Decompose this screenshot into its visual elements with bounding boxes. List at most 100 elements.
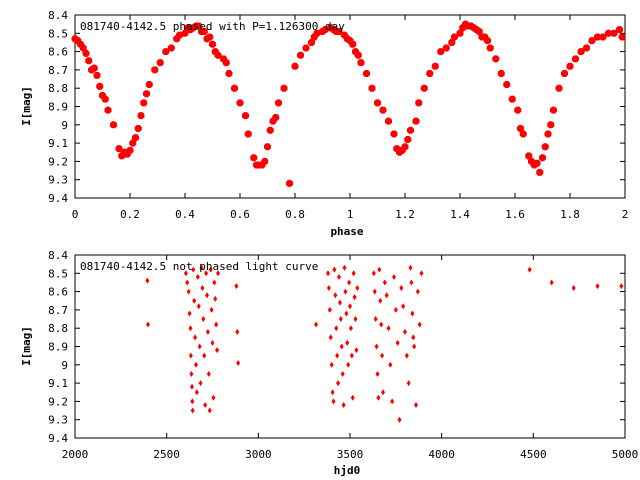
data-point (206, 370, 211, 377)
y-tick-label: 9.3 (48, 414, 68, 427)
data-point (412, 343, 417, 350)
data-point (110, 121, 117, 129)
data-point (132, 134, 139, 142)
data-point (572, 55, 579, 63)
data-point (343, 288, 348, 295)
data-point (588, 37, 596, 45)
data-point (129, 139, 137, 147)
data-point (244, 130, 252, 138)
data-point (399, 284, 404, 291)
data-points (145, 264, 624, 423)
data-point (195, 22, 203, 30)
data-point (222, 59, 230, 67)
data-point (571, 284, 576, 291)
data-point (610, 29, 618, 37)
data-point (126, 146, 134, 154)
y-tick-label: 9.2 (48, 395, 68, 408)
x-tick-label: 0.2 (120, 208, 140, 221)
data-point (536, 168, 544, 176)
data-point (374, 99, 381, 107)
data-point (384, 292, 389, 299)
data-point (104, 106, 112, 114)
data-point (345, 339, 350, 346)
data-point (338, 316, 343, 323)
data-point (403, 328, 407, 335)
data-point (363, 70, 370, 78)
data-point (207, 407, 212, 414)
data-point (371, 270, 376, 277)
data-point (492, 55, 500, 63)
data-point (176, 31, 183, 39)
data-point (85, 57, 93, 65)
data-point (234, 283, 239, 290)
data-point (308, 38, 315, 46)
data-point (93, 71, 101, 79)
data-point (619, 283, 624, 290)
data-point (188, 325, 193, 332)
x-tick-label: 0.6 (230, 208, 250, 221)
data-point (334, 325, 339, 332)
data-point (408, 264, 413, 271)
data-point (225, 70, 233, 78)
data-point (376, 394, 381, 401)
data-point (486, 44, 494, 52)
data-point (377, 266, 382, 273)
data-point (374, 343, 379, 350)
x-tick-label: 0 (72, 208, 79, 221)
data-point (419, 270, 424, 277)
data-point (137, 112, 145, 120)
y-tick-label: 8.7 (48, 304, 68, 317)
data-point (140, 99, 148, 107)
x-tick-label: 1 (347, 208, 354, 221)
y-tick-label: 8.4 (48, 249, 68, 262)
data-point (151, 66, 159, 74)
data-point (392, 273, 396, 280)
data-point (353, 316, 358, 323)
data-point (156, 59, 164, 67)
x-tick-label: 5000 (612, 448, 639, 461)
data-point (583, 44, 590, 52)
data-point (183, 270, 188, 277)
data-point (350, 394, 355, 401)
data-point (448, 38, 456, 46)
data-point (420, 84, 428, 92)
data-point (194, 389, 199, 396)
data-point (386, 325, 391, 332)
data-point (181, 29, 189, 37)
data-point (527, 266, 532, 273)
data-point (186, 288, 191, 295)
data-point (341, 402, 346, 409)
data-point (199, 264, 204, 271)
data-point (517, 124, 524, 132)
data-point (327, 306, 332, 313)
data-point (333, 292, 338, 299)
data-point (202, 352, 207, 359)
data-point (205, 328, 210, 335)
data-point (379, 321, 384, 328)
data-point (395, 339, 400, 346)
data-point (205, 292, 209, 299)
y-tick-label: 8.7 (48, 64, 68, 77)
y-tick-label: 9 (61, 119, 68, 132)
x-tick-label: 2 (622, 208, 629, 221)
data-point (335, 352, 340, 359)
data-point (407, 126, 414, 134)
data-point (411, 334, 416, 341)
data-point (566, 62, 574, 70)
x-tick-label: 1.4 (450, 208, 470, 221)
data-point (331, 398, 336, 405)
data-point (426, 70, 434, 78)
y-tick-label: 8.8 (48, 82, 68, 95)
y-tick-label: 9 (61, 359, 68, 372)
data-point (525, 152, 533, 160)
data-point (451, 33, 458, 41)
data-point (561, 70, 568, 78)
x-tick-label: 4000 (428, 448, 455, 461)
data-point (382, 279, 387, 286)
data-point (209, 40, 216, 48)
data-point (414, 402, 418, 409)
data-point (357, 59, 365, 67)
data-point (214, 51, 222, 59)
data-point (337, 273, 341, 280)
data-point (406, 380, 411, 387)
